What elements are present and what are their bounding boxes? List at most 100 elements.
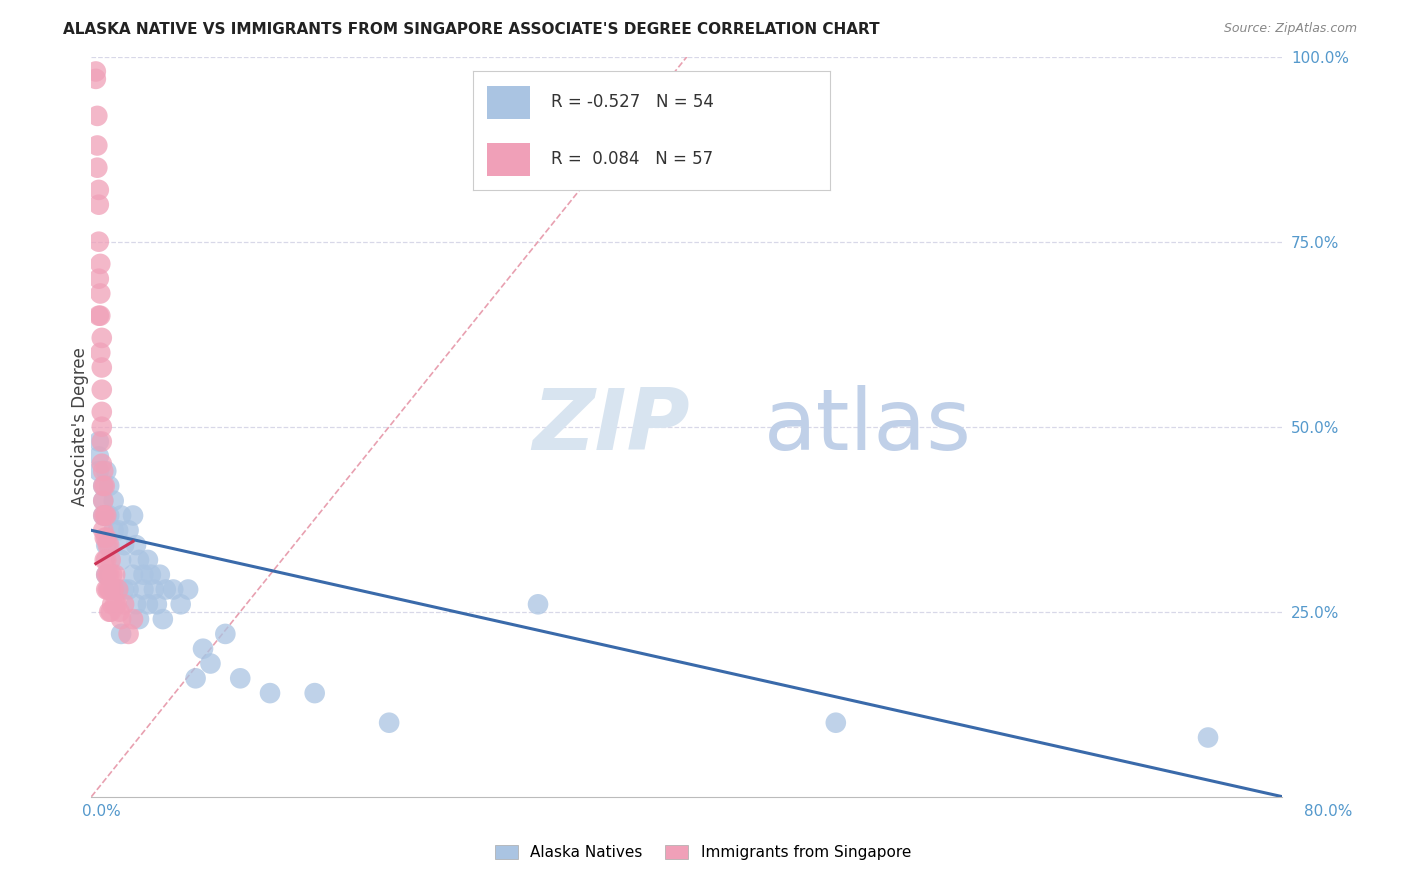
Point bbox=[108, 605, 131, 619]
Point bbox=[146, 597, 169, 611]
Point bbox=[94, 508, 117, 523]
Point bbox=[87, 197, 110, 211]
Point bbox=[98, 582, 121, 597]
Point bbox=[132, 582, 155, 597]
Point bbox=[103, 524, 125, 538]
Point bbox=[90, 457, 112, 471]
Point bbox=[104, 597, 127, 611]
Text: ZIP: ZIP bbox=[531, 385, 690, 468]
Point bbox=[105, 597, 128, 611]
Point bbox=[86, 161, 108, 175]
Point bbox=[94, 553, 117, 567]
Point bbox=[200, 657, 222, 671]
Point bbox=[149, 567, 172, 582]
Point bbox=[103, 582, 125, 597]
Point bbox=[90, 331, 112, 345]
Point bbox=[117, 582, 139, 597]
Point bbox=[96, 508, 118, 523]
Point bbox=[91, 493, 114, 508]
Point bbox=[170, 597, 193, 611]
Point bbox=[100, 553, 122, 567]
Point bbox=[84, 64, 107, 78]
Point bbox=[87, 183, 110, 197]
Point bbox=[304, 686, 326, 700]
Point bbox=[89, 309, 111, 323]
Point bbox=[259, 686, 281, 700]
Point bbox=[91, 508, 114, 523]
Point bbox=[191, 641, 214, 656]
Point bbox=[155, 582, 177, 597]
Point bbox=[142, 582, 165, 597]
Point bbox=[103, 493, 125, 508]
Point bbox=[87, 450, 110, 464]
Legend: Alaska Natives, Immigrants from Singapore: Alaska Natives, Immigrants from Singapor… bbox=[489, 839, 917, 866]
Point bbox=[87, 464, 110, 478]
Point bbox=[96, 567, 118, 582]
Point bbox=[96, 582, 118, 597]
Point bbox=[136, 553, 159, 567]
Point bbox=[125, 538, 148, 552]
Text: atlas: atlas bbox=[765, 385, 973, 468]
Point bbox=[89, 257, 111, 271]
Point bbox=[122, 567, 145, 582]
Point bbox=[90, 383, 112, 397]
Point bbox=[122, 508, 145, 523]
Point bbox=[91, 479, 114, 493]
Point bbox=[107, 582, 129, 597]
Point bbox=[110, 508, 132, 523]
Point bbox=[139, 567, 162, 582]
Point bbox=[94, 479, 117, 493]
Point bbox=[100, 582, 122, 597]
Point bbox=[98, 605, 121, 619]
Point bbox=[104, 567, 127, 582]
Point bbox=[117, 524, 139, 538]
Point bbox=[110, 612, 132, 626]
Point bbox=[112, 538, 135, 552]
Point bbox=[86, 138, 108, 153]
Point bbox=[90, 419, 112, 434]
Point bbox=[132, 567, 155, 582]
Point bbox=[162, 582, 184, 597]
Point bbox=[96, 567, 118, 582]
Point bbox=[184, 671, 207, 685]
Point bbox=[103, 582, 125, 597]
Point bbox=[110, 553, 132, 567]
Point bbox=[107, 582, 129, 597]
Point bbox=[86, 109, 108, 123]
Text: ALASKA NATIVE VS IMMIGRANTS FROM SINGAPORE ASSOCIATE'S DEGREE CORRELATION CHART: ALASKA NATIVE VS IMMIGRANTS FROM SINGAPO… bbox=[63, 22, 880, 37]
Point bbox=[98, 479, 121, 493]
Text: Source: ZipAtlas.com: Source: ZipAtlas.com bbox=[1223, 22, 1357, 36]
Point bbox=[128, 553, 150, 567]
Point bbox=[87, 309, 110, 323]
Point bbox=[90, 405, 112, 419]
Point bbox=[152, 612, 174, 626]
Point bbox=[90, 434, 112, 449]
Point bbox=[101, 597, 124, 611]
Point bbox=[122, 612, 145, 626]
Point bbox=[96, 538, 118, 552]
Point bbox=[107, 524, 129, 538]
Text: 0.0%: 0.0% bbox=[82, 805, 121, 819]
Point bbox=[1197, 731, 1219, 745]
Point bbox=[96, 553, 118, 567]
Point bbox=[89, 286, 111, 301]
Point bbox=[91, 479, 114, 493]
Point bbox=[90, 360, 112, 375]
Point bbox=[112, 582, 135, 597]
Point bbox=[91, 524, 114, 538]
Point bbox=[101, 567, 124, 582]
Point bbox=[96, 464, 118, 478]
Point bbox=[214, 627, 236, 641]
Y-axis label: Associate's Degree: Associate's Degree bbox=[72, 347, 89, 506]
Point bbox=[89, 345, 111, 359]
Point bbox=[177, 582, 200, 597]
Point bbox=[94, 531, 117, 545]
Point bbox=[91, 493, 114, 508]
Point bbox=[98, 538, 121, 552]
Point bbox=[136, 597, 159, 611]
Point bbox=[91, 508, 114, 523]
Point bbox=[87, 271, 110, 285]
Point bbox=[100, 605, 122, 619]
Point bbox=[84, 71, 107, 86]
Point bbox=[97, 538, 120, 552]
